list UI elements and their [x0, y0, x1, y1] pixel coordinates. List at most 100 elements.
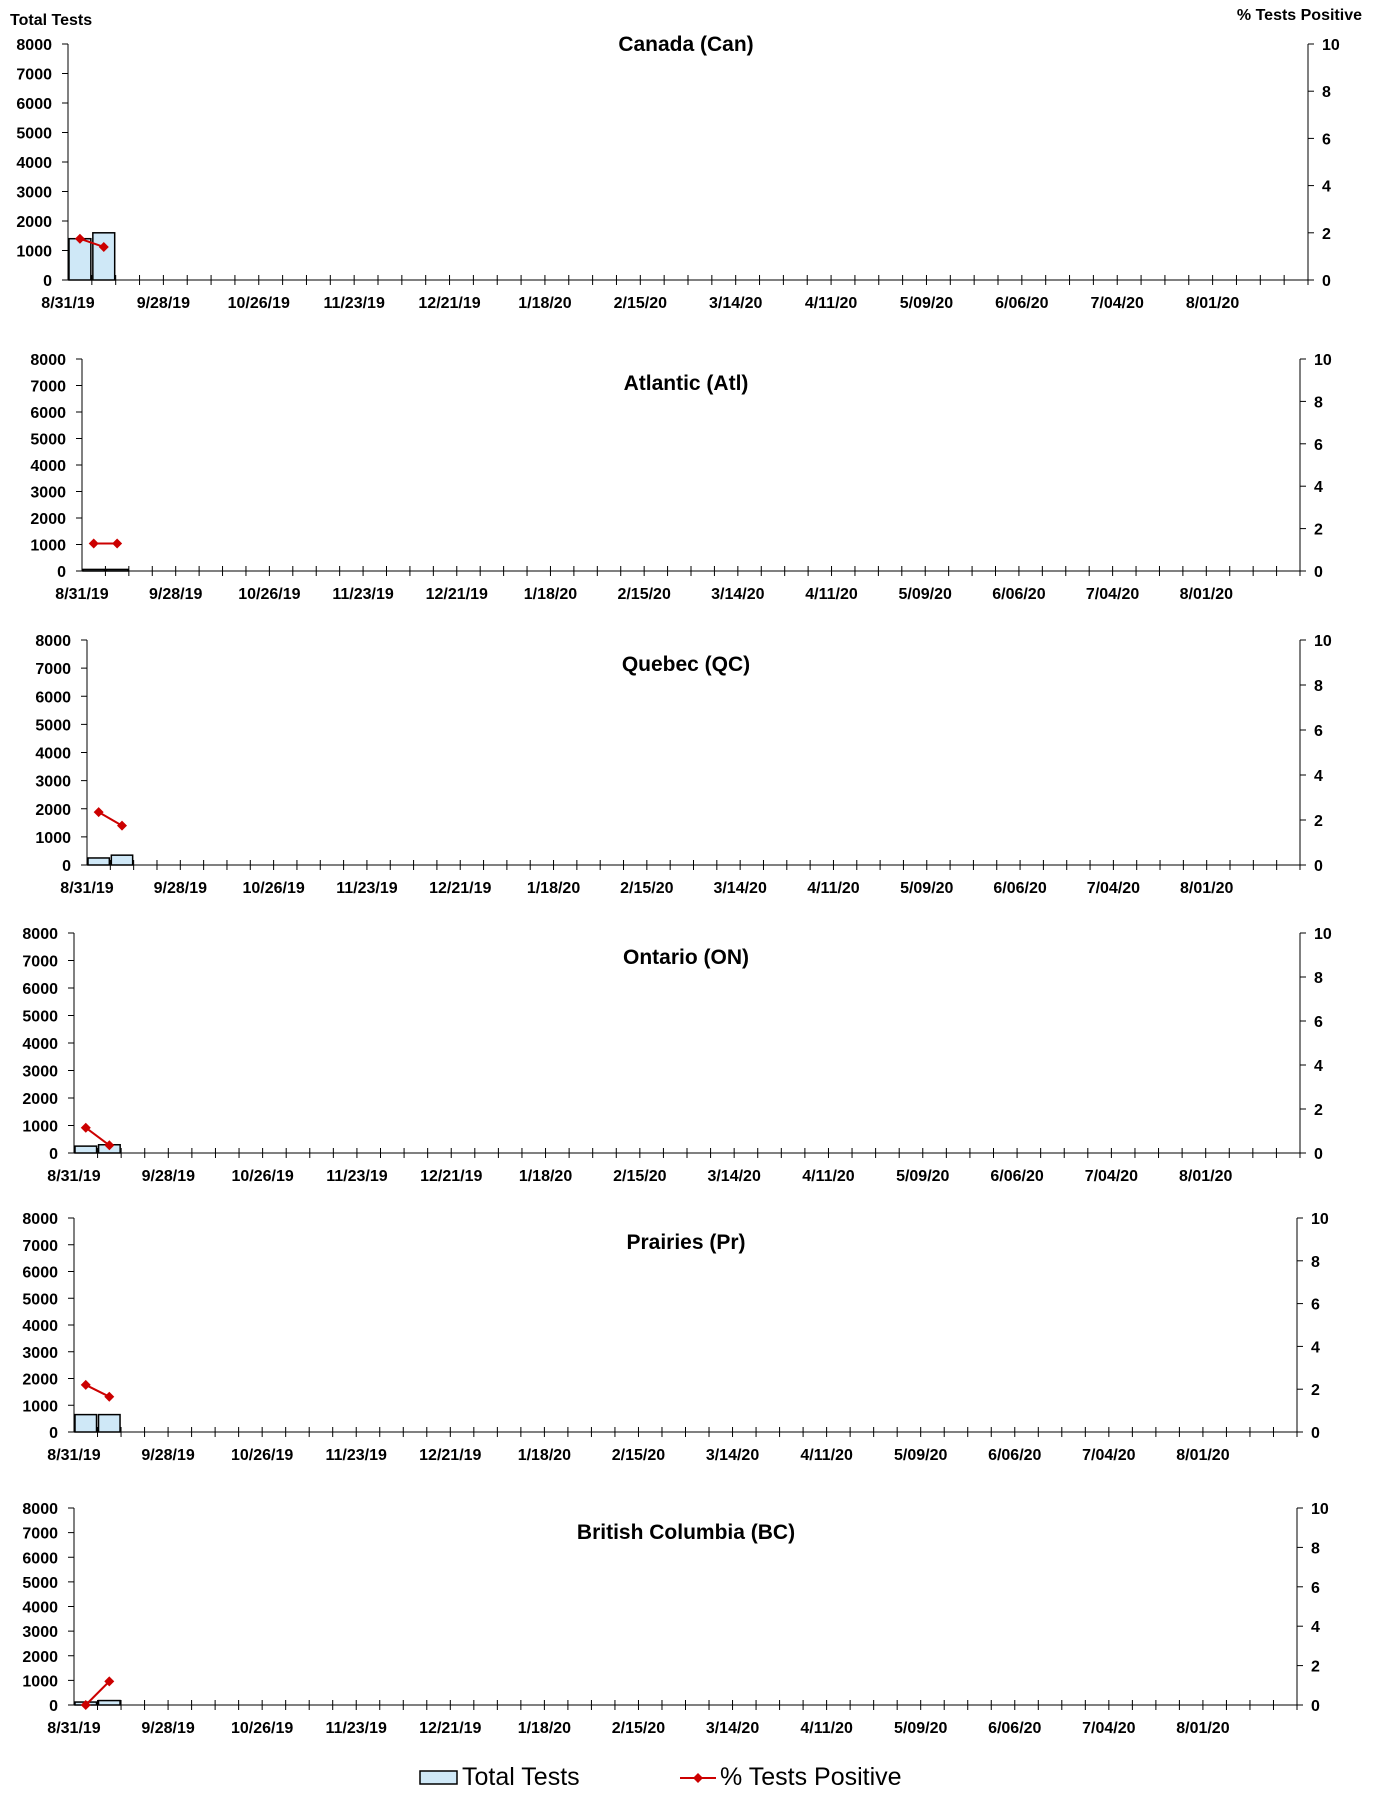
chart-title: Prairies (Pr) [626, 1231, 745, 1254]
x-tick-label: 2/15/20 [614, 295, 667, 312]
left-tick-label: 7000 [22, 954, 58, 971]
right-tick-label: 4 [1322, 179, 1331, 196]
legend: Total Tests % Tests Positive [419, 1763, 902, 1791]
right-tick-label: 10 [1311, 1501, 1329, 1518]
x-tick-label: 8/01/20 [1179, 1168, 1232, 1185]
x-tick-label: 3/14/20 [707, 1168, 760, 1185]
right-tick-label: 4 [1311, 1619, 1320, 1636]
right-tick-label: 10 [1314, 352, 1332, 369]
point-pct-positive [112, 538, 123, 549]
right-tick-label: 4 [1314, 768, 1323, 785]
point-pct-positive [93, 807, 104, 818]
right-tick-label: 2 [1311, 1382, 1320, 1399]
left-tick-label: 0 [49, 1698, 58, 1715]
bar-total-tests [68, 237, 92, 281]
x-tick-label: 4/11/20 [805, 295, 858, 312]
left-tick-label: 0 [57, 564, 66, 581]
chart-panel: Ontario (ON) 0 1000 2000 3000 4000 5000 6000 700… [22, 926, 1331, 1185]
chart-panel: Atlantic (Atl) 0 1000 2000 3000 4000 5000 6000 7… [30, 352, 1331, 603]
left-tick-label: 7000 [35, 661, 71, 678]
left-tick-label: 6000 [22, 1265, 58, 1282]
point-pct-positive [74, 233, 85, 244]
x-tick-label: 10/26/19 [242, 880, 304, 897]
left-tick-label: 6000 [22, 981, 58, 998]
right-axis-title: % Tests Positive [1237, 7, 1362, 24]
point-pct-positive [80, 1379, 91, 1390]
right-tick-label: 2 [1314, 1102, 1323, 1119]
line-pct-positive [85, 1126, 110, 1147]
x-tick-label: 3/14/20 [706, 1447, 759, 1464]
left-tick-label: 7000 [22, 1238, 58, 1255]
right-tick-label: 8 [1314, 970, 1323, 987]
right-tick-label: 0 [1314, 1146, 1323, 1163]
x-tick-label: 1/18/20 [518, 295, 571, 312]
x-tick-label: 9/28/19 [154, 880, 207, 897]
x-tick-label: 11/23/19 [336, 880, 398, 897]
right-tick-label: 10 [1314, 926, 1332, 943]
x-tick-label: 11/23/19 [326, 1720, 388, 1737]
x-tick-label: 6/06/20 [992, 586, 1045, 603]
x-tick-label: 2/15/20 [612, 1447, 665, 1464]
bar-total-tests [74, 1145, 98, 1154]
left-tick-label: 2000 [30, 511, 66, 528]
x-tick-label: 12/21/19 [420, 1168, 482, 1185]
right-tick-label: 0 [1311, 1425, 1320, 1442]
bar-total-tests [87, 857, 111, 866]
left-tick-label: 4000 [35, 746, 71, 763]
chart-title: Atlantic (Atl) [624, 372, 749, 395]
point-pct-positive [104, 1391, 115, 1402]
left-tick-label: 6000 [30, 405, 66, 422]
right-tick-label: 6 [1314, 437, 1323, 454]
left-tick-label: 5000 [22, 1009, 58, 1026]
x-tick-label: 4/11/20 [807, 880, 860, 897]
point-pct-positive [116, 820, 127, 831]
right-tick-label: 0 [1314, 858, 1323, 875]
right-tick-label: 2 [1314, 522, 1323, 539]
x-tick-label: 8/31/19 [60, 880, 113, 897]
x-tick-label: 9/28/19 [141, 1720, 194, 1737]
line-pct-positive [85, 1384, 110, 1398]
right-tick-label: 6 [1311, 1297, 1320, 1314]
left-tick-label: 1000 [22, 1119, 58, 1136]
legend-line-label: % Tests Positive [720, 1763, 902, 1791]
left-tick-label: 2000 [16, 214, 52, 231]
right-tick-label: 10 [1314, 633, 1332, 650]
x-tick-label: 11/23/19 [326, 1447, 388, 1464]
right-tick-label: 6 [1314, 1014, 1323, 1031]
left-tick-label: 3000 [16, 185, 52, 202]
x-tick-label: 6/06/20 [990, 1168, 1043, 1185]
left-tick-label: 8000 [16, 37, 52, 54]
left-tick-label: 3000 [22, 1345, 58, 1362]
x-tick-label: 1/18/20 [524, 586, 577, 603]
chart-title: British Columbia (BC) [577, 1521, 795, 1544]
left-tick-label: 5000 [16, 126, 52, 143]
right-tick-label: 8 [1311, 1254, 1320, 1271]
left-tick-label: 7000 [16, 67, 52, 84]
x-tick-label: 3/14/20 [706, 1720, 759, 1737]
left-tick-label: 4000 [30, 458, 66, 475]
legend-bar-swatch [419, 1770, 458, 1785]
chart-title: Canada (Can) [618, 33, 753, 56]
x-tick-label: 12/21/19 [429, 880, 491, 897]
x-tick-label: 7/04/20 [1082, 1447, 1135, 1464]
right-tick-label: 6 [1311, 1580, 1320, 1597]
left-tick-label: 8000 [35, 633, 71, 650]
left-tick-label: 1000 [35, 830, 71, 847]
right-tick-label: 0 [1311, 1698, 1320, 1715]
left-tick-label: 8000 [22, 1501, 58, 1518]
x-tick-label: 8/31/19 [55, 586, 108, 603]
right-tick-label: 2 [1314, 813, 1323, 830]
x-tick-label: 4/11/20 [800, 1447, 853, 1464]
x-tick-label: 4/11/20 [800, 1720, 853, 1737]
line-pct-positive [85, 1680, 110, 1706]
x-tick-label: 2/15/20 [620, 880, 673, 897]
left-tick-label: 2000 [35, 802, 71, 819]
left-tick-label: 6000 [22, 1550, 58, 1567]
x-tick-label: 11/23/19 [323, 295, 385, 312]
left-tick-label: 2000 [22, 1372, 58, 1389]
left-tick-label: 7000 [30, 379, 66, 396]
chart-title: Quebec (QC) [622, 653, 750, 676]
left-tick-label: 4000 [22, 1036, 58, 1053]
